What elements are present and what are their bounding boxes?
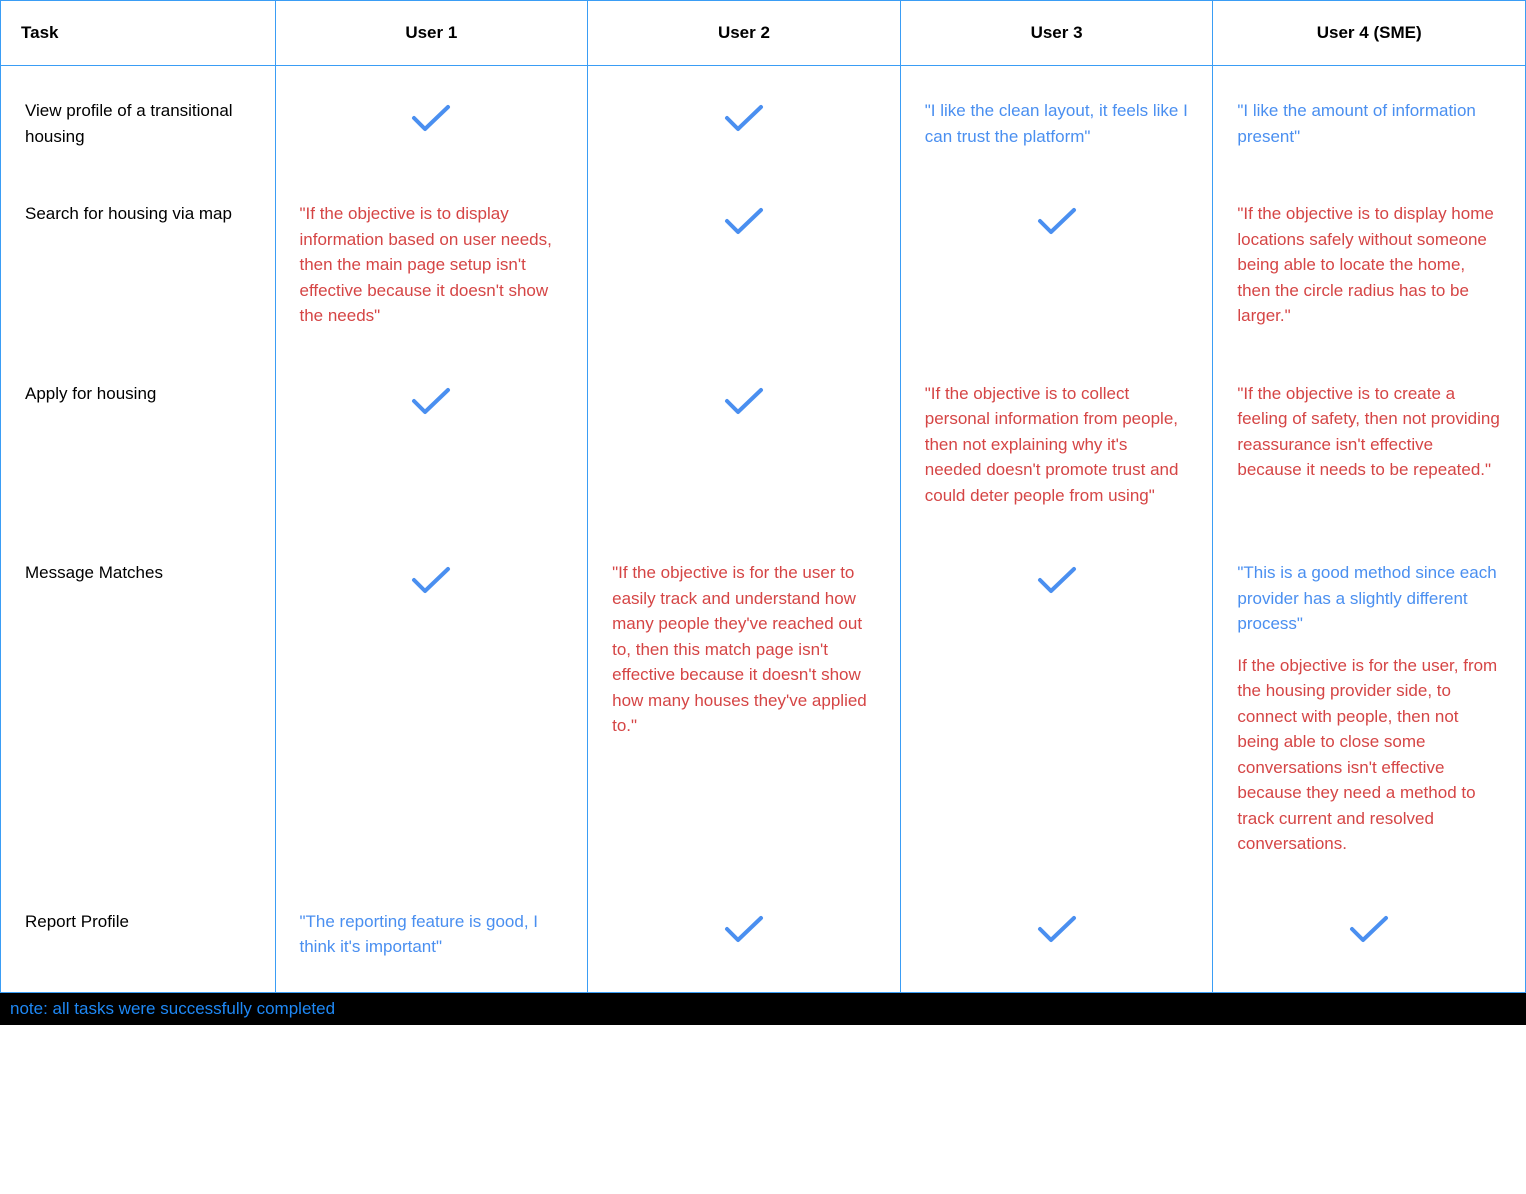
user-cell <box>275 528 588 877</box>
user-cell: "If the objective is to display informat… <box>275 169 588 349</box>
task-cell: View profile of a transitional housing <box>1 66 276 170</box>
feedback-quote: "If the objective is to create a feeling… <box>1237 384 1499 480</box>
check-icon <box>410 385 452 417</box>
check-icon <box>723 913 765 945</box>
col-header-user3: User 3 <box>900 1 1213 66</box>
check-icon-wrap <box>300 381 564 417</box>
task-cell: Apply for housing <box>1 349 276 529</box>
feedback-quote: If the objective is for the user, from t… <box>1237 656 1497 854</box>
check-icon-wrap <box>1237 909 1501 945</box>
feedback-quote: "The reporting feature is good, I think … <box>300 912 539 957</box>
check-icon-wrap <box>612 381 876 417</box>
user-cell: "I like the amount of information presen… <box>1213 66 1526 170</box>
user-cell: "I like the clean layout, it feels like … <box>900 66 1213 170</box>
feedback-quote: "I like the amount of information presen… <box>1237 101 1476 146</box>
col-header-user4: User 4 (SME) <box>1213 1 1526 66</box>
check-icon-wrap <box>300 560 564 596</box>
task-cell: Search for housing via map <box>1 169 276 349</box>
check-icon <box>1036 205 1078 237</box>
check-icon <box>723 205 765 237</box>
feedback-quote: "If the objective is for the user to eas… <box>612 563 867 735</box>
check-icon <box>1036 564 1078 596</box>
check-icon-wrap <box>300 98 564 134</box>
check-icon <box>723 102 765 134</box>
user-cell <box>588 349 901 529</box>
results-table: Task User 1 User 2 User 3 User 4 (SME) V… <box>0 0 1526 993</box>
check-icon-wrap <box>925 560 1189 596</box>
feedback-quote: "If the objective is to display informat… <box>300 204 552 325</box>
user-cell: "If the objective is to collect personal… <box>900 349 1213 529</box>
table-row: View profile of a transitional housing "I… <box>1 66 1526 170</box>
table-row: Search for housing via map"If the object… <box>1 169 1526 349</box>
check-icon <box>1348 913 1390 945</box>
user-cell: "If the objective is for the user to eas… <box>588 528 901 877</box>
task-cell: Report Profile <box>1 877 276 993</box>
col-header-user2: User 2 <box>588 1 901 66</box>
user-cell <box>588 66 901 170</box>
footer-note: note: all tasks were successfully comple… <box>0 993 1526 1025</box>
user-cell <box>588 169 901 349</box>
user-cell: "If the objective is to display home loc… <box>1213 169 1526 349</box>
table-header-row: Task User 1 User 2 User 3 User 4 (SME) <box>1 1 1526 66</box>
feedback-quote: "I like the clean layout, it feels like … <box>925 101 1188 146</box>
user-cell: "This is a good method since each provid… <box>1213 528 1526 877</box>
user-cell <box>275 349 588 529</box>
col-header-task: Task <box>1 1 276 66</box>
table-row: Apply for housing "If the objective is to… <box>1 349 1526 529</box>
table-body: View profile of a transitional housing"I… <box>1 66 1526 993</box>
user-cell <box>275 66 588 170</box>
feedback-quote: "If the objective is to display home loc… <box>1237 204 1493 325</box>
check-icon <box>1036 913 1078 945</box>
col-header-user1: User 1 <box>275 1 588 66</box>
table-row: Report Profile "The reporting feature is … <box>1 877 1526 993</box>
feedback-multi: "This is a good method since each provid… <box>1237 560 1501 857</box>
user-cell <box>900 528 1213 877</box>
check-icon-wrap <box>925 201 1189 237</box>
user-cell <box>900 877 1213 993</box>
user-cell: "The reporting feature is good, I think … <box>275 877 588 993</box>
check-icon <box>410 564 452 596</box>
check-icon <box>410 102 452 134</box>
user-cell: "If the objective is to create a feeling… <box>1213 349 1526 529</box>
usability-results-table: Task User 1 User 2 User 3 User 4 (SME) V… <box>0 0 1526 993</box>
user-cell <box>1213 877 1526 993</box>
check-icon <box>723 385 765 417</box>
check-icon-wrap <box>612 201 876 237</box>
check-icon-wrap <box>612 98 876 134</box>
feedback-quote: "This is a good method since each provid… <box>1237 560 1501 637</box>
feedback-quote: "If the objective is to collect personal… <box>925 384 1179 505</box>
table-row: Message Matches "If the objective is for … <box>1 528 1526 877</box>
task-cell: Message Matches <box>1 528 276 877</box>
check-icon-wrap <box>612 909 876 945</box>
user-cell <box>588 877 901 993</box>
user-cell <box>900 169 1213 349</box>
check-icon-wrap <box>925 909 1189 945</box>
